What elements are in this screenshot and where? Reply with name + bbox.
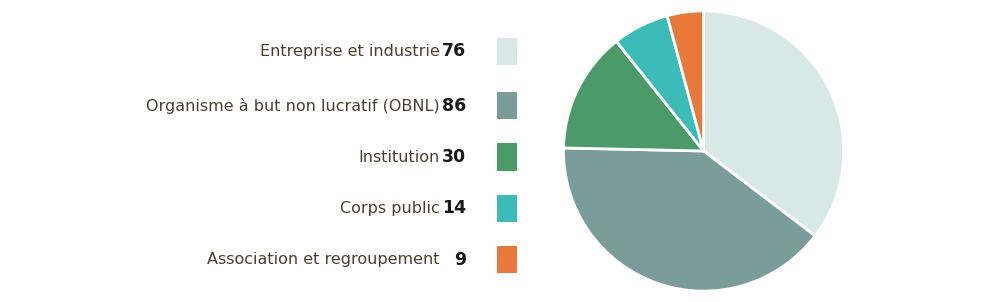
Text: Organisme à but non lucratif (OBNL): Organisme à but non lucratif (OBNL) <box>146 98 440 114</box>
Text: Corps public: Corps public <box>340 201 440 216</box>
Wedge shape <box>703 11 844 236</box>
Text: 30: 30 <box>442 148 465 166</box>
Text: 86: 86 <box>442 97 465 115</box>
Text: Association et regroupement: Association et regroupement <box>207 252 440 267</box>
FancyBboxPatch shape <box>497 38 517 65</box>
FancyBboxPatch shape <box>497 246 517 273</box>
FancyBboxPatch shape <box>497 195 517 222</box>
Text: 14: 14 <box>442 199 465 217</box>
Wedge shape <box>564 148 815 291</box>
Text: 76: 76 <box>442 42 465 60</box>
Wedge shape <box>617 16 703 151</box>
FancyBboxPatch shape <box>497 143 517 171</box>
Text: Entreprise et industrie: Entreprise et industrie <box>260 44 440 59</box>
Text: Institution: Institution <box>358 149 440 165</box>
Wedge shape <box>564 41 703 151</box>
Text: 9: 9 <box>454 251 465 269</box>
Wedge shape <box>667 11 703 151</box>
FancyBboxPatch shape <box>497 92 517 119</box>
